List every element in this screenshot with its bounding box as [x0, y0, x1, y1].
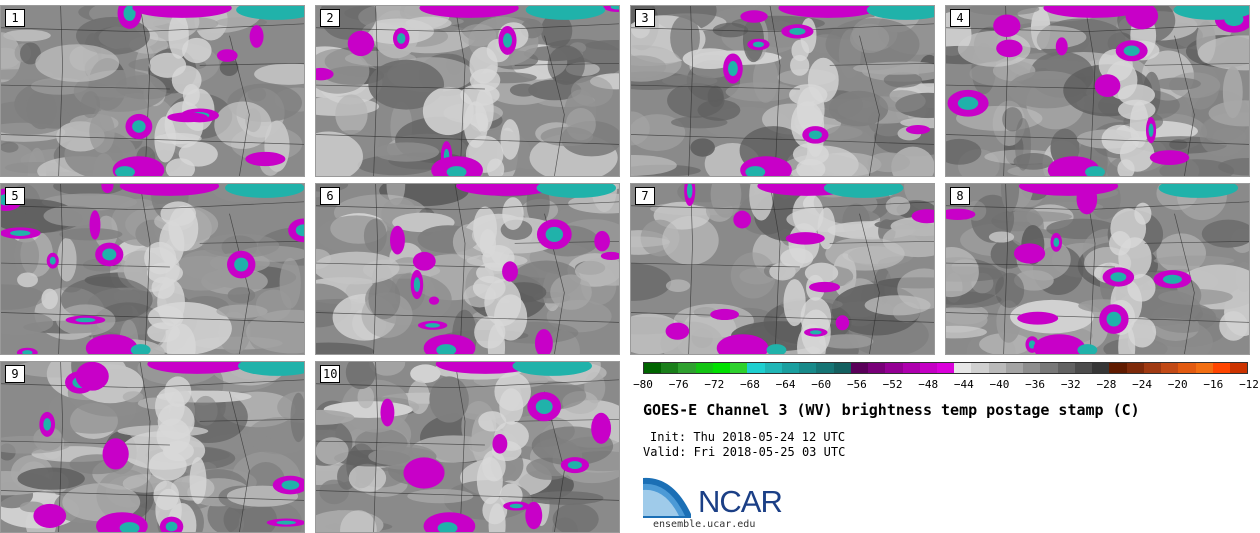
- colorbar-segment: [1023, 363, 1041, 373]
- colorbar-tick-label: −12: [1239, 378, 1259, 391]
- logo-wordmark: NCAR: [698, 484, 783, 519]
- colorbar-tick-label: −20: [1167, 378, 1188, 391]
- colorbar-segment: [1195, 363, 1213, 373]
- colorbar-tick-label: −28: [1096, 378, 1117, 391]
- panel-number-label: 9: [5, 365, 25, 383]
- colorbar-segment: [695, 363, 713, 373]
- figure-title: GOES-E Channel 3 (WV) brightness temp po…: [643, 401, 1140, 419]
- colorbar-tick-label: −72: [704, 378, 725, 391]
- colorbar-segment: [1109, 363, 1127, 373]
- colorbar-segment: [1212, 363, 1230, 373]
- colorbar-segment: [1161, 363, 1179, 373]
- panel-number-label: 10: [320, 365, 341, 383]
- panel-number-label: 4: [950, 9, 970, 27]
- water-vapor-map: [1, 362, 304, 532]
- colorbar-segment: [833, 363, 851, 373]
- colorbar-segment: [1229, 363, 1248, 373]
- postage-stamp-panel: 7: [630, 183, 935, 355]
- colorbar-segment: [936, 363, 955, 373]
- colorbar-segment: [1143, 363, 1162, 373]
- colorbar-segment: [644, 363, 662, 373]
- colorbar-tick-label: −64: [775, 378, 796, 391]
- colorbar-segment: [902, 363, 920, 373]
- colorbar-segment: [816, 363, 834, 373]
- postage-stamp-panel: 9: [0, 361, 305, 533]
- colorbar-tick-labels: −80 −76 −72 −68 −64 −60 −56 −52 −48 −44 −40 −36 −32 −…: [632, 378, 1260, 392]
- colorbar-segment: [919, 363, 937, 373]
- water-vapor-map: [316, 184, 619, 354]
- colorbar-tick-label: −44: [953, 378, 974, 391]
- panel-number-label: 2: [320, 9, 340, 27]
- colorbar-tick-label: −24: [1132, 378, 1152, 391]
- panel-number-label: 6: [320, 187, 340, 205]
- colorbar-segment: [1178, 363, 1196, 373]
- water-vapor-map: [1, 184, 304, 354]
- postage-stamp-panel: 1: [0, 5, 305, 177]
- water-vapor-map: [946, 184, 1249, 354]
- ncar-logo-icon: [643, 477, 691, 518]
- colorbar-tick-label: −52: [882, 378, 903, 391]
- colorbar-tick-label: −16: [1203, 378, 1224, 391]
- postage-stamp-panel: 2: [315, 5, 620, 177]
- colorbar-segment: [971, 363, 989, 373]
- colorbar-tick-label: −40: [989, 378, 1010, 391]
- colorbar-tick-label: −48: [918, 378, 939, 391]
- water-vapor-map: [1, 6, 304, 176]
- water-vapor-map: [316, 6, 619, 176]
- colorbar-tick-label: −36: [1025, 378, 1046, 391]
- colorbar-tick-label: −76: [668, 378, 689, 391]
- colorbar-tick-label: −80: [633, 378, 653, 391]
- colorbar-segment: [1126, 363, 1144, 373]
- logo-url: ensemble.ucar.edu: [653, 519, 756, 530]
- water-vapor-map: [316, 362, 619, 532]
- panel-number-label: 3: [635, 9, 655, 27]
- colorbar-segment: [1074, 363, 1093, 373]
- water-vapor-map: [631, 184, 934, 354]
- colorbar-segment: [868, 363, 886, 373]
- init-time: Init: Thu 2018-05-24 12 UTC: [650, 430, 846, 444]
- colorbar: [643, 362, 1248, 374]
- colorbar-segment: [764, 363, 782, 373]
- postage-stamp-panel: 8: [945, 183, 1250, 355]
- postage-stamp-panel: 4: [945, 5, 1250, 177]
- colorbar-segment: [712, 363, 731, 373]
- colorbar-tick-label: −60: [811, 378, 832, 391]
- colorbar-segment: [850, 363, 869, 373]
- colorbar-segment: [1005, 363, 1024, 373]
- panel-number-label: 5: [5, 187, 25, 205]
- colorbar-tick-label: −56: [846, 378, 867, 391]
- colorbar-segment: [988, 363, 1006, 373]
- colorbar-segment: [678, 363, 696, 373]
- colorbar-segment: [954, 363, 972, 373]
- water-vapor-map: [946, 6, 1249, 176]
- colorbar-segment: [885, 363, 903, 373]
- panel-number-label: 7: [635, 187, 655, 205]
- postage-stamp-panel: 6: [315, 183, 620, 355]
- colorbar-segment: [661, 363, 679, 373]
- water-vapor-map: [631, 6, 934, 176]
- colorbar-segment: [730, 363, 748, 373]
- panel-number-label: 1: [5, 9, 25, 27]
- postage-stamp-panel: 5: [0, 183, 305, 355]
- colorbar-segment: [799, 363, 817, 373]
- colorbar-segment: [781, 363, 800, 373]
- colorbar-segment: [1057, 363, 1075, 373]
- colorbar-tick-label: −32: [1060, 378, 1081, 391]
- postage-stamp-panel: 3: [630, 5, 935, 177]
- colorbar-segment: [747, 363, 765, 373]
- colorbar-segment: [1092, 363, 1110, 373]
- colorbar-segment: [1040, 363, 1058, 373]
- colorbar-tick-label: −68: [740, 378, 760, 391]
- panel-number-label: 8: [950, 187, 970, 205]
- valid-time: Valid: Fri 2018-05-25 03 UTC: [643, 445, 846, 459]
- postage-stamp-panel: 10: [315, 361, 620, 533]
